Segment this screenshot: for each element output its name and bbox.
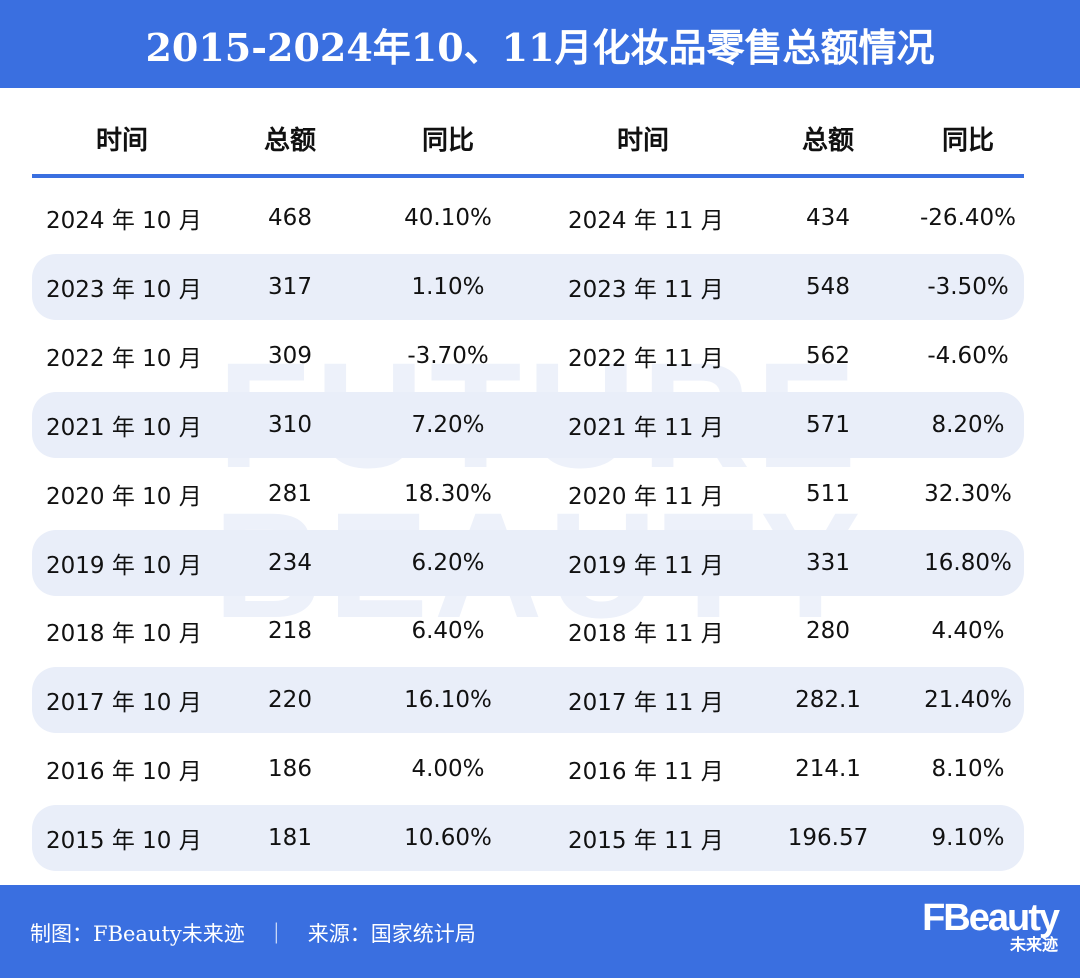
cell-y1: 7.20% — [411, 411, 485, 438]
cell-y1: 1.10% — [411, 273, 485, 300]
cell-a2: 282.1 — [795, 687, 861, 714]
cell-a2: 434 — [806, 205, 850, 231]
cell-y2: 32.30% — [924, 480, 1012, 507]
cell-a2: 196.57 — [787, 825, 869, 852]
cell-t1: 2023 年 10 月 — [46, 276, 202, 303]
cell-a2: 571 — [806, 411, 850, 438]
cell-t1: 2015 年 10 月 — [46, 828, 202, 855]
cell-t2: 2024 年 11 月 — [568, 208, 724, 234]
header-yoy-oct: 同比 — [421, 126, 475, 156]
table-row: 2015 年 10 月 181 10.60% 2015 年 11 月 196.57 9.1… — [32, 805, 1024, 872]
cell-y2: 8.20% — [931, 411, 1005, 438]
cell-a1: 220 — [268, 687, 312, 714]
cell-a1: 234 — [268, 549, 312, 576]
cell-a2: 511 — [806, 480, 850, 507]
cell-a2: 280 — [806, 618, 850, 645]
cell-a2: 562 — [806, 342, 850, 369]
cell-t2: 2020 年 11 月 — [568, 483, 724, 510]
cell-y1: -3.70% — [407, 342, 489, 369]
footer: 制图：FBeauty未来迹 ｜ 来源：国家统计局 FBeauty 未来迹 — [0, 885, 1080, 978]
table-row: 2024 年 10 月 468 40.10% 2024 年 11 月 434 -26.40… — [32, 185, 1024, 251]
cell-y1: 6.40% — [411, 618, 485, 645]
cell-t1: 2016 年 10 月 — [46, 759, 202, 786]
cell-y2: -4.60% — [927, 342, 1009, 369]
table-row: 2021 年 10 月 310 7.20% 2021 年 11 月 571 8.20% — [32, 391, 1024, 458]
header-time-oct: 时间 — [95, 126, 149, 156]
table-row: 2017 年 10 月 220 16.10% 2017 年 11 月 282.1 21.4… — [32, 667, 1024, 734]
cell-t2: 2018 年 11 月 — [568, 621, 724, 648]
page-title: 2015-2024年10、11月化妆品零售总额情况 — [145, 24, 935, 70]
logo-main: FBeauty — [922, 897, 1060, 939]
cell-t1: 2017 年 10 月 — [46, 690, 202, 717]
header-total-nov: 总额 — [801, 126, 855, 156]
cell-y2: 9.10% — [931, 825, 1005, 852]
cell-a2: 214.1 — [795, 756, 861, 783]
cell-y2: 4.40% — [931, 618, 1005, 645]
table-row: 2020 年 10 月 281 18.30% 2020 年 11 月 511 32.30% — [32, 461, 1024, 527]
cell-a1: 281 — [268, 480, 312, 507]
cell-t2: 2021 年 11 月 — [568, 414, 724, 441]
cell-t1: 2021 年 10 月 — [46, 414, 202, 441]
cell-a1: 309 — [268, 342, 312, 369]
header-divider — [32, 174, 1024, 178]
table-row: 2016 年 10 月 186 4.00% 2016 年 11 月 214.1 8.10% — [32, 736, 1024, 802]
fbeauty-logo: FBeauty 未来迹 — [922, 897, 1060, 955]
cell-y1: 10.60% — [404, 825, 492, 852]
cell-y2: -26.40% — [920, 205, 1016, 231]
cell-t2: 2015 年 11 月 — [568, 828, 724, 855]
cell-a1: 310 — [268, 411, 312, 438]
cell-t1: 2019 年 10 月 — [46, 552, 202, 579]
cell-y2: -3.50% — [927, 273, 1009, 300]
cell-a1: 186 — [268, 756, 312, 783]
cell-a2: 331 — [806, 549, 850, 576]
table-header: 时间 总额 同比 时间 总额 同比 — [32, 120, 1024, 170]
cell-y2: 8.10% — [931, 756, 1005, 783]
title-bar: 2015-2024年10、11月化妆品零售总额情况 — [0, 0, 1080, 88]
header-yoy-nov: 同比 — [941, 126, 995, 156]
cell-t1: 2018 年 10 月 — [46, 621, 202, 648]
cell-y2: 21.40% — [924, 687, 1012, 714]
cell-a1: 181 — [268, 825, 312, 852]
cell-y2: 16.80% — [924, 549, 1012, 576]
header-time-nov: 时间 — [616, 126, 670, 156]
cell-y1: 4.00% — [411, 756, 485, 783]
cell-y1: 6.20% — [411, 549, 485, 576]
cell-y1: 40.10% — [404, 205, 492, 231]
cell-y1: 16.10% — [404, 687, 492, 714]
table-row: 2018 年 10 月 218 6.40% 2018 年 11 月 280 4.40% — [32, 598, 1024, 664]
cell-t2: 2016 年 11 月 — [568, 759, 724, 786]
cell-t2: 2022 年 11 月 — [568, 345, 724, 372]
header-total-oct: 总额 — [263, 126, 317, 156]
table-row: 2022 年 10 月 309 -3.70% 2022 年 11 月 562 -4.60% — [32, 323, 1024, 389]
cell-a1: 218 — [268, 618, 312, 645]
table-row: 2023 年 10 月 317 1.10% 2023 年 11 月 548 -3.50% — [32, 253, 1024, 320]
logo-sub: 未来迹 — [1009, 937, 1058, 954]
cell-a2: 548 — [806, 273, 850, 300]
credit-text: 制图：FBeauty未来迹 ｜ 来源：国家统计局 — [30, 922, 476, 946]
cell-t1: 2022 年 10 月 — [46, 345, 202, 372]
cell-t2: 2019 年 11 月 — [568, 552, 724, 579]
cell-t2: 2023 年 11 月 — [568, 276, 724, 303]
cell-t1: 2020 年 10 月 — [46, 483, 202, 510]
cell-y1: 18.30% — [404, 480, 492, 507]
table-row: 2019 年 10 月 234 6.20% 2019 年 11 月 331 16.80% — [32, 529, 1024, 596]
cell-t2: 2017 年 11 月 — [568, 690, 724, 717]
cell-t1: 2024 年 10 月 — [46, 208, 202, 234]
cell-a1: 468 — [268, 205, 312, 231]
cell-a1: 317 — [268, 273, 312, 300]
